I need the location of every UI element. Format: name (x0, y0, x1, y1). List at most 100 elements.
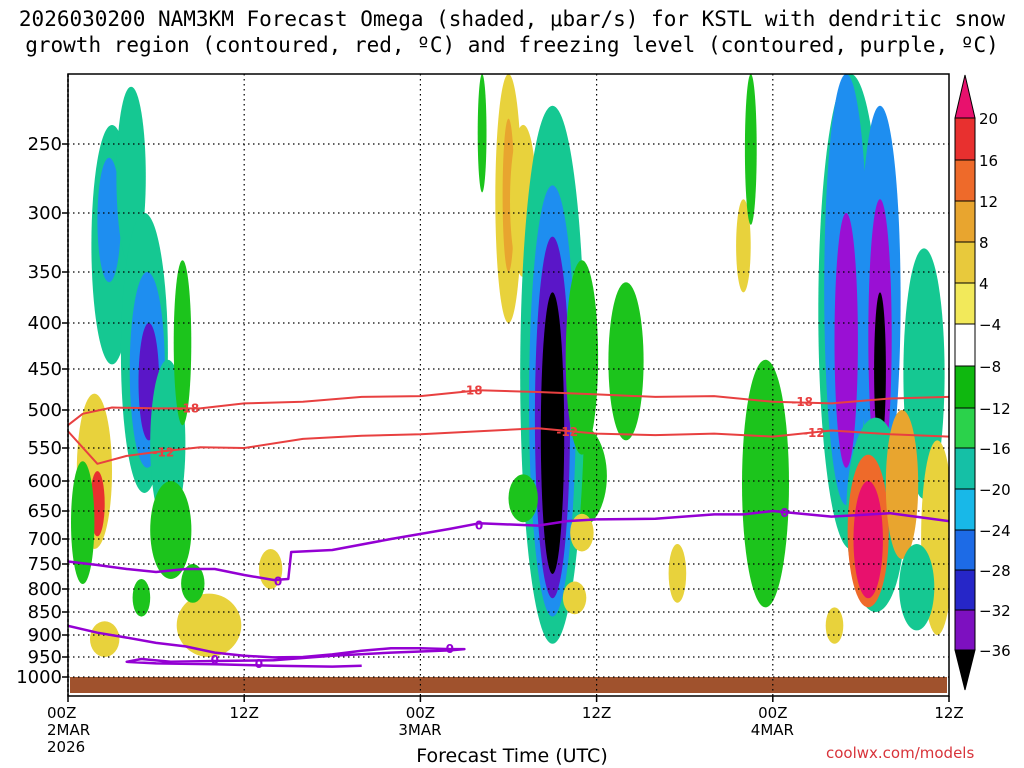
colorbar-swatch-5 (954, 282, 976, 325)
x-tick-label-3: 12Z (582, 704, 611, 722)
credit-text: coolwx.com/models (826, 744, 975, 762)
x-tick-label-0: 00Z (47, 704, 76, 722)
y-axis: 2503003504004505005506006507007508008509… (16, 134, 68, 688)
dgz-contour-label-1-2: -12 (803, 426, 825, 440)
omega-cell-27 (608, 282, 644, 441)
freezing-contour-label-0-2: 0 (780, 506, 788, 520)
omega-cell-16 (90, 621, 120, 657)
colorbar-label-7: −12 (979, 400, 1011, 418)
colorbar-swatch-8 (954, 407, 976, 449)
omega-cell-1 (97, 157, 121, 283)
dgz-contour-0 (68, 389, 949, 426)
dgz-contour-label-0-0: -18 (178, 401, 200, 415)
colorbar-label-2: 12 (979, 193, 998, 211)
freezing-contour-1 (68, 624, 466, 668)
freezing-contour-label-1-2: 0 (255, 657, 263, 671)
freezing-contour-label-0-1: 0 (475, 519, 483, 533)
colorbar-swatch-9 (954, 447, 976, 490)
colorbar-swatch-11 (954, 529, 976, 571)
colorbar-label-3: 8 (979, 234, 989, 252)
freezing-contour-label-0-0: 0 (274, 575, 282, 589)
omega-cell-26 (565, 260, 599, 455)
omega-cell-32 (736, 199, 751, 293)
colorbar-label-0: 20 (979, 110, 998, 128)
omega-cell-45 (885, 410, 919, 559)
colorbar-label-8: −16 (979, 440, 1011, 458)
colorbar-swatch-7 (954, 365, 976, 409)
y-tick-label-900: 900 (28, 625, 62, 646)
x-axis-label: Forecast Time (UTC) (416, 745, 608, 767)
freezing-contour-label-1-0: 0 (446, 642, 454, 656)
colorbar-label-13: −36 (979, 642, 1011, 660)
x-tick-label-2: 00Z (406, 704, 435, 722)
y-tick-label-350: 350 (28, 262, 62, 283)
y-tick-label-250: 250 (28, 134, 62, 155)
omega-cell-11 (150, 481, 192, 579)
x-tick-label-5: 12Z (934, 704, 963, 722)
colorbar-label-4: 4 (979, 275, 989, 293)
y-tick-label-300: 300 (28, 203, 62, 224)
omega-cell-25 (540, 292, 565, 574)
y-tick-label-700: 700 (28, 529, 62, 550)
x-date-label-2: 3MAR (398, 721, 441, 739)
colorbar-swatch-1 (954, 117, 976, 161)
y-tick-label-650: 650 (28, 501, 62, 522)
plot-frame (67, 73, 950, 697)
x-date-label-4: 4MAR (751, 721, 794, 739)
omega-cell-48 (825, 607, 844, 644)
colorbar-bottom-arrow (954, 649, 976, 691)
x-year-label-0: 2026 (47, 738, 85, 756)
freezing-contour-label-1-1: 0 (211, 653, 219, 667)
chart-title-line-2: growth region (contoured, red, ºC) and f… (25, 33, 999, 57)
omega-cell-28 (508, 474, 538, 523)
colorbar: 20 16 12 8 4 −4 −8 −12 −16 −20 −24 −28 −32 −36 (954, 74, 1011, 691)
dgz-contour-label-0-2: -18 (791, 395, 813, 409)
omega-cell-30 (562, 581, 587, 615)
colorbar-label-12: −32 (979, 602, 1011, 620)
omega-cell-34 (742, 359, 789, 608)
chart-title-line-1: 2026030200 NAM3KM Forecast Omega (shaded… (18, 7, 1006, 31)
omega-cell-47 (899, 544, 935, 631)
dgz-contour-label-0-1: -18 (461, 383, 483, 397)
colorbar-label-10: −24 (979, 522, 1011, 540)
y-tick-label-750: 750 (28, 554, 62, 575)
colorbar-label-11: −28 (979, 562, 1011, 580)
contours: -18 -18 -18 -12 -12 -12 0 0 0 0 0 0 (68, 383, 949, 671)
y-tick-label-800: 800 (28, 579, 62, 600)
y-tick-label-950: 950 (28, 647, 62, 668)
terrain-fill (70, 677, 947, 693)
x-tick-label-4: 00Z (758, 704, 787, 722)
colorbar-label-6: −8 (979, 358, 1001, 376)
colorbar-swatch-2 (954, 159, 976, 202)
omega-cell-29 (570, 513, 594, 552)
omega-cell-15 (181, 564, 205, 603)
freezing-contour-0 (68, 509, 949, 582)
colorbar-swatch-12 (954, 569, 976, 611)
y-tick-label-450: 450 (28, 359, 62, 380)
colorbar-label-9: −20 (979, 481, 1011, 499)
pressure-grid (68, 74, 949, 696)
dgz-contour-label-1-1: -12 (556, 425, 578, 439)
dgz-contour-1 (68, 427, 949, 465)
omega-cell-10 (173, 260, 192, 426)
y-tick-label-500: 500 (28, 400, 62, 421)
y-tick-label-600: 600 (28, 471, 62, 492)
y-tick-label-1000: 1000 (16, 667, 62, 688)
omega-cell-20 (477, 74, 487, 193)
colorbar-swatch-3 (954, 200, 976, 243)
colorbar-swatch-6 (954, 323, 976, 367)
x-tick-label-1: 12Z (230, 704, 259, 722)
colorbar-top-arrow (954, 74, 976, 119)
colorbar-label-5: −4 (979, 316, 1001, 334)
y-tick-label-400: 400 (28, 313, 62, 334)
omega-cell-33 (744, 74, 757, 225)
omega-cell-40 (874, 292, 886, 449)
colorbar-swatch-13 (954, 609, 976, 651)
dgz-contour-label-1-0: -12 (153, 446, 175, 460)
y-tick-label-850: 850 (28, 602, 62, 623)
omega-cell-31 (668, 544, 687, 603)
omega-cell-9 (71, 461, 95, 584)
omega-cell-37 (834, 213, 858, 468)
colorbar-label-1: 16 (979, 152, 998, 170)
